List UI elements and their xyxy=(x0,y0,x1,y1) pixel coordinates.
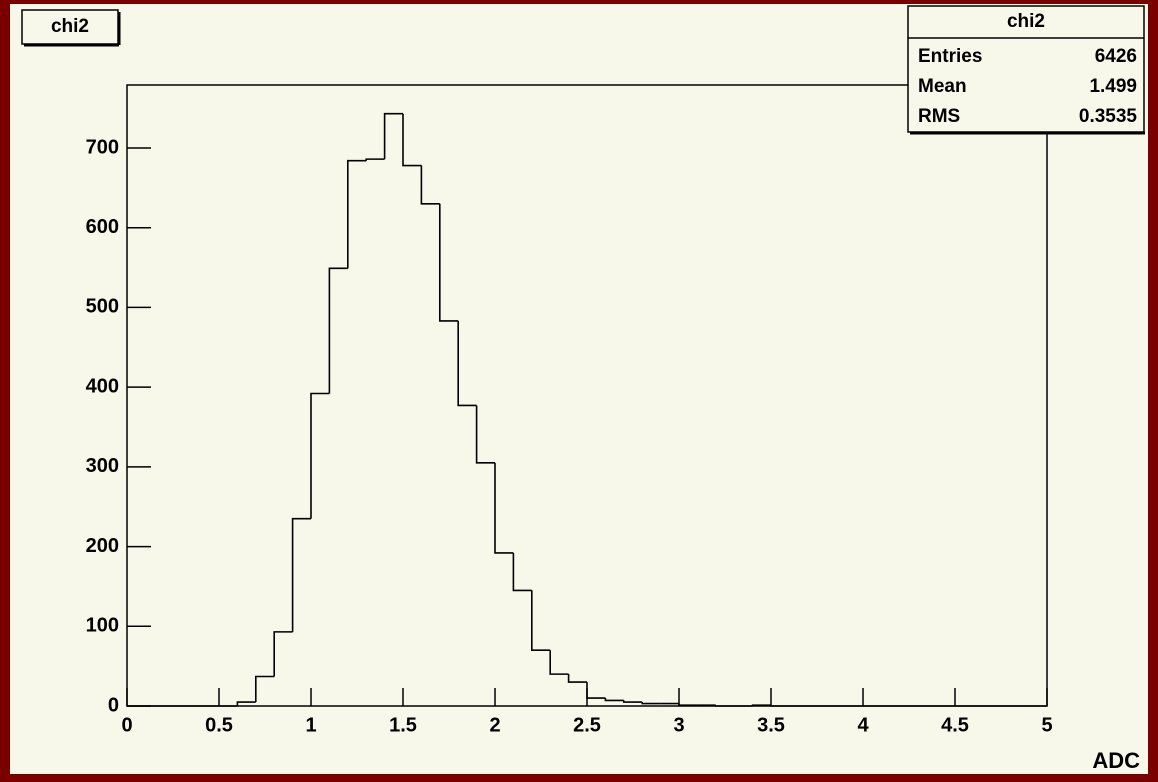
y-tick-label: 300 xyxy=(86,455,119,477)
histogram-bin xyxy=(586,682,606,699)
x-tick-label: 3 xyxy=(673,714,684,736)
x-axis-label: ADC xyxy=(1092,748,1140,773)
plot-frame xyxy=(126,84,1048,707)
stats-label: Entries xyxy=(918,46,982,67)
histogram-bin xyxy=(420,165,440,205)
y-tick-label: 0 xyxy=(108,694,119,716)
y-tick-label: 200 xyxy=(86,535,119,557)
histogram-bin xyxy=(494,462,514,554)
histogram-bin xyxy=(273,631,293,677)
stats-label: RMS xyxy=(918,106,960,127)
title-box xyxy=(21,9,119,45)
y-tick-label: 600 xyxy=(86,216,119,238)
histogram-bin xyxy=(439,203,459,322)
y-tick-label: 400 xyxy=(86,375,119,397)
x-tick-label: 5 xyxy=(1041,714,1052,736)
histogram-bin xyxy=(365,158,385,161)
histogram-bin xyxy=(604,698,624,702)
histogram-bin xyxy=(236,701,256,706)
histogram-bin xyxy=(567,674,587,683)
histogram-bin xyxy=(255,675,275,703)
stats-title: chi2 xyxy=(1007,11,1045,32)
x-tick-label: 2 xyxy=(489,714,500,736)
histogram-bin xyxy=(623,700,643,703)
chart-title: chi2 xyxy=(51,16,89,37)
histogram-bin xyxy=(549,650,569,675)
histogram-bin xyxy=(457,320,477,407)
x-tick-label: 1.5 xyxy=(389,714,417,736)
y-tick-label: 500 xyxy=(86,296,119,318)
histogram-bin xyxy=(641,702,661,705)
histogram-bin xyxy=(328,267,348,394)
stats-box: chi2 Entries 6426 Mean 1.499 RMS 0.3535 xyxy=(907,5,1145,135)
histogram-bin xyxy=(770,705,790,707)
y-tick-label: 700 xyxy=(86,136,119,158)
stats-label: Mean xyxy=(918,76,967,97)
histogram-bin xyxy=(475,405,495,464)
stats-value: 0.3535 xyxy=(1079,106,1138,127)
x-tick-label: 0.5 xyxy=(205,714,233,736)
histogram-bin xyxy=(291,517,311,632)
x-tick-label: 2.5 xyxy=(573,714,601,736)
x-tick-label: 3.5 xyxy=(757,714,785,736)
histogram-bin xyxy=(751,704,771,707)
y-tick-label: 100 xyxy=(86,615,119,637)
histogram-bin xyxy=(310,392,330,519)
stats-value: 6426 xyxy=(1095,46,1137,67)
x-tick-label: 4 xyxy=(857,714,869,736)
x-tick-label: 4.5 xyxy=(941,714,969,736)
histogram-bin xyxy=(383,112,403,160)
stats-value: 1.499 xyxy=(1089,76,1137,97)
histogram-bin xyxy=(347,159,367,269)
histogram-bin xyxy=(678,703,698,707)
histogram-bin xyxy=(531,590,551,651)
histogram-bin xyxy=(402,113,422,167)
x-tick-label: 0 xyxy=(121,714,132,736)
x-tick-label: 1 xyxy=(305,714,316,736)
histogram-bin xyxy=(512,552,532,592)
histogram-bin xyxy=(715,705,735,707)
